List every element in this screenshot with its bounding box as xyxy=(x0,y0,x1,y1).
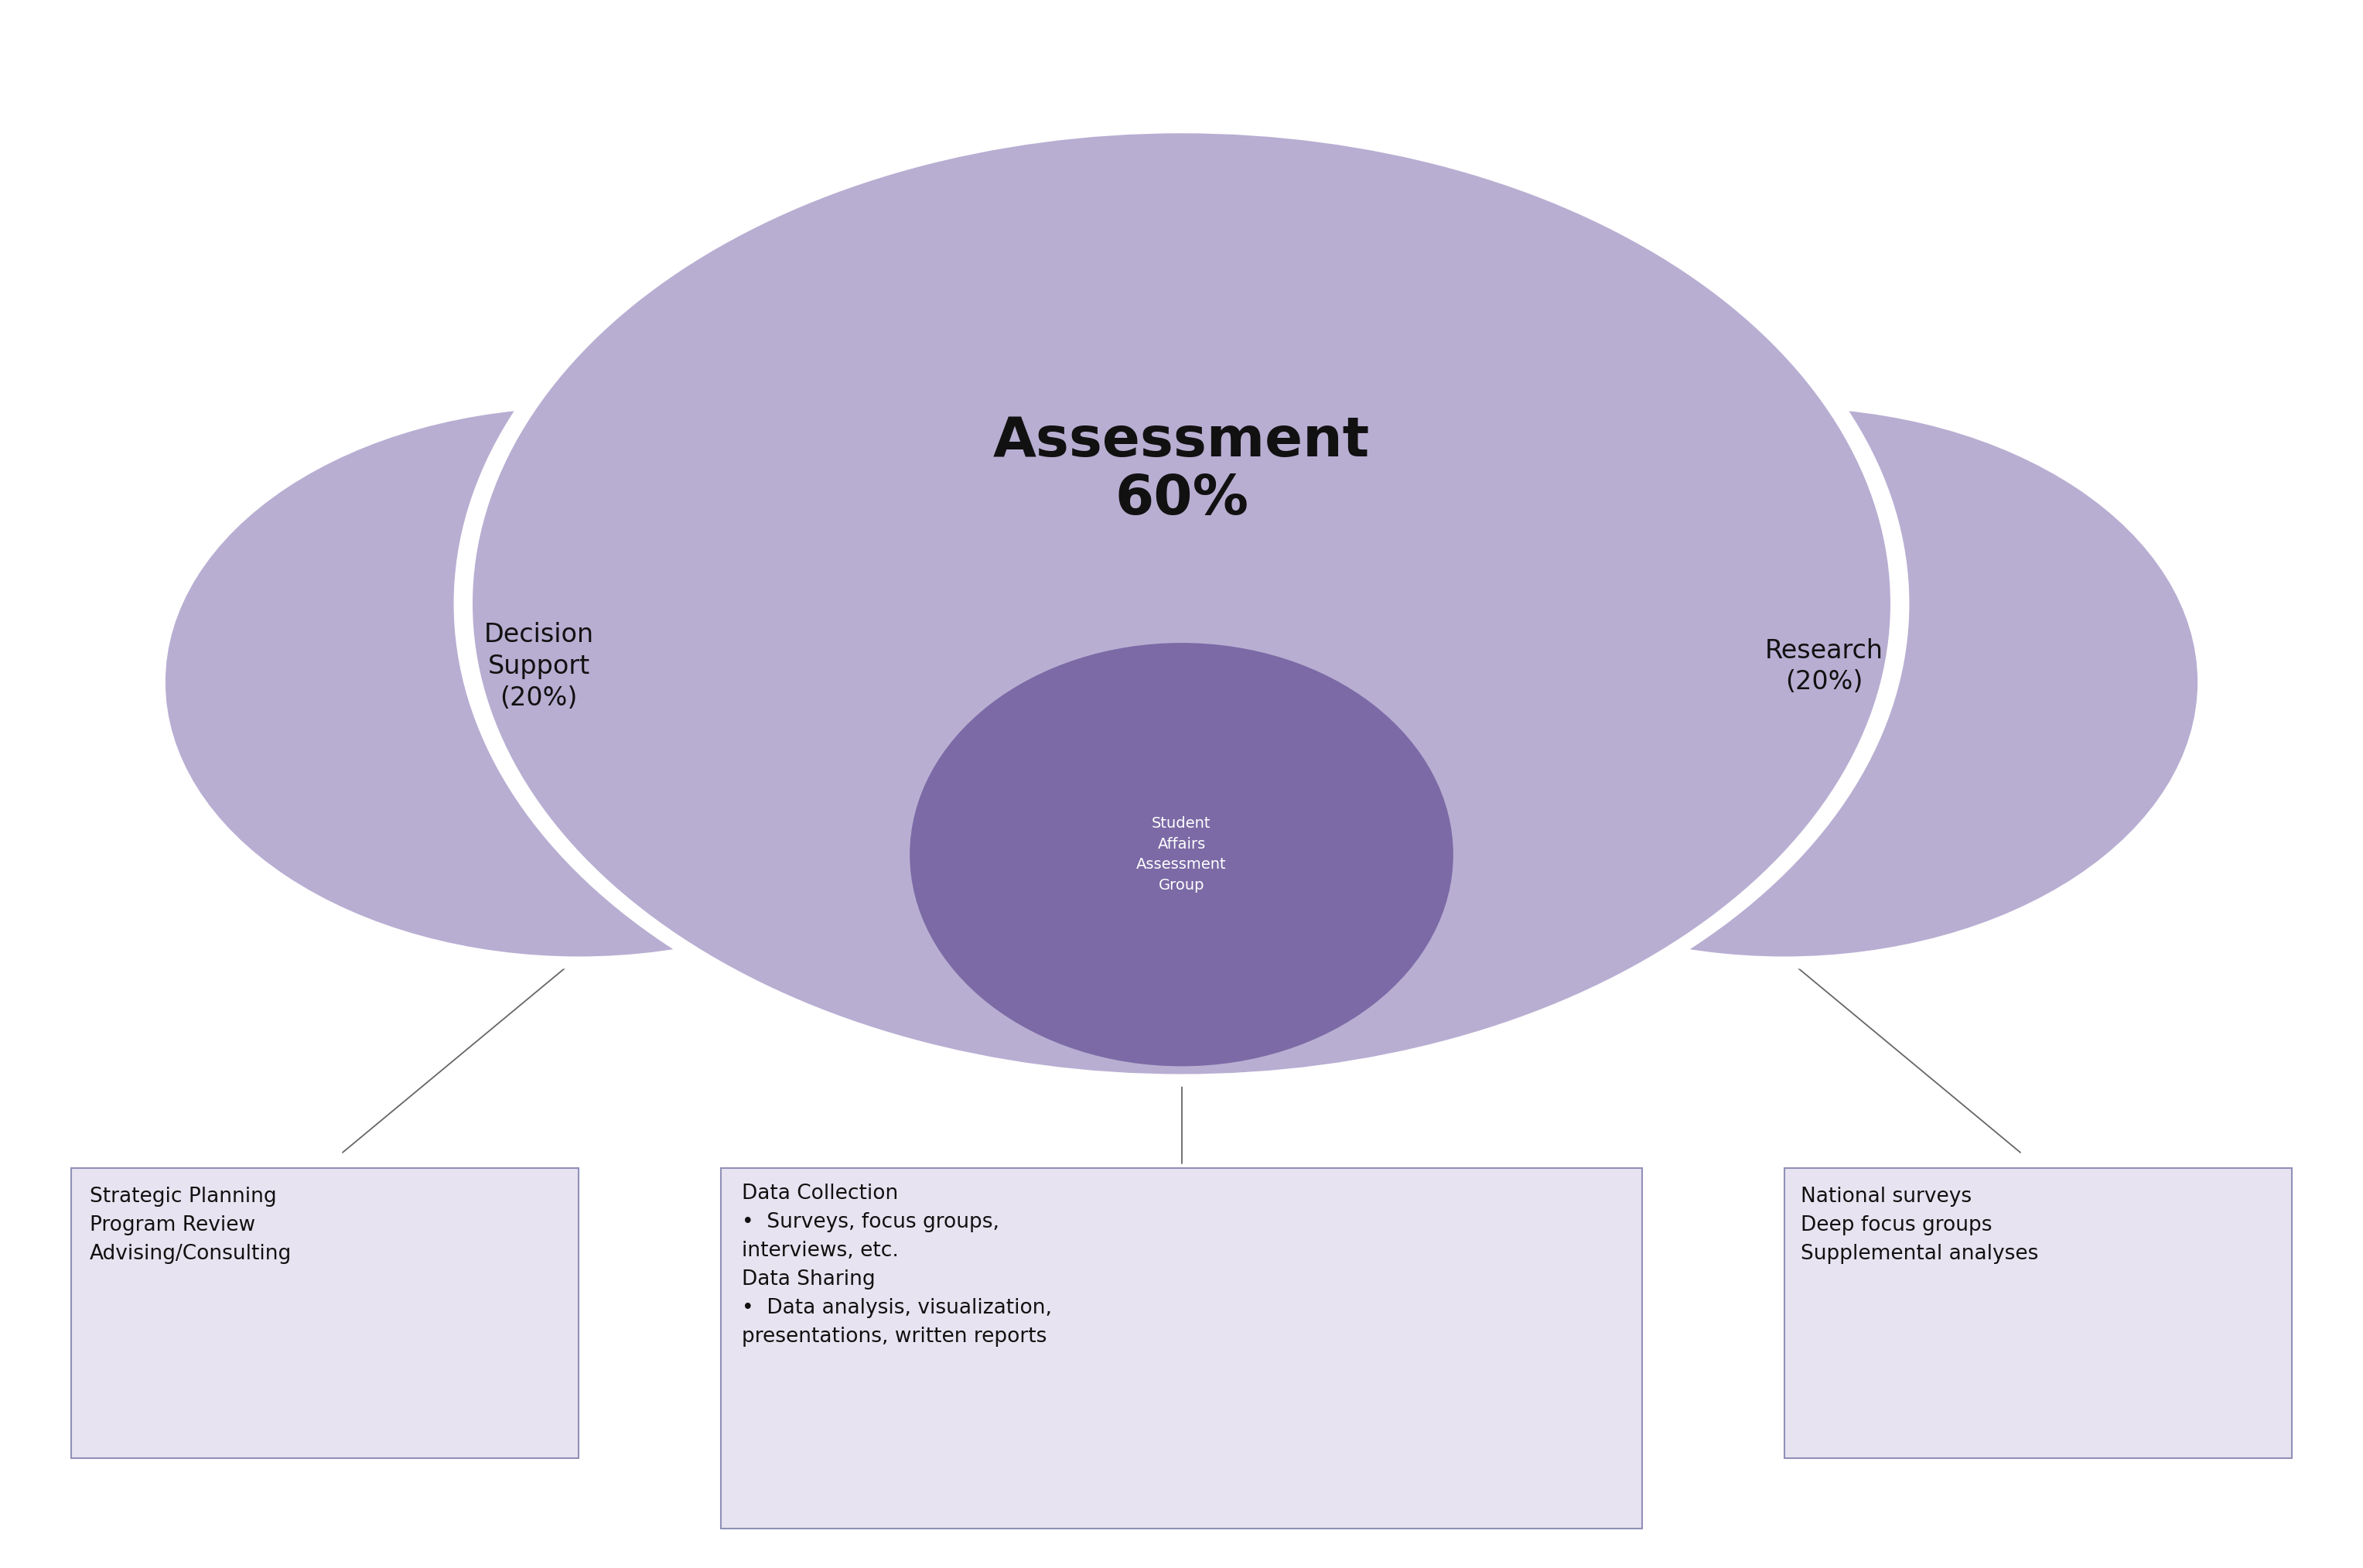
FancyBboxPatch shape xyxy=(1784,1168,2292,1458)
FancyBboxPatch shape xyxy=(721,1168,1642,1529)
Circle shape xyxy=(147,395,1011,969)
Text: Strategic Planning
Program Review
Advising/Consulting: Strategic Planning Program Review Advisi… xyxy=(90,1187,293,1264)
Circle shape xyxy=(165,408,992,956)
Ellipse shape xyxy=(910,643,1453,1066)
Text: National surveys
Deep focus groups
Supplemental analyses: National surveys Deep focus groups Suppl… xyxy=(1801,1187,2039,1264)
Circle shape xyxy=(1371,408,2198,956)
FancyBboxPatch shape xyxy=(71,1168,579,1458)
Text: Data Collection
•  Surveys, focus groups,
interviews, etc.
Data Sharing
•  Data : Data Collection • Surveys, focus groups,… xyxy=(742,1184,1052,1347)
Circle shape xyxy=(473,133,1890,1074)
Text: Student
Affairs
Assessment
Group: Student Affairs Assessment Group xyxy=(1137,817,1226,892)
Text: Assessment
60%: Assessment 60% xyxy=(992,416,1371,525)
Circle shape xyxy=(454,121,1909,1087)
Text: Decision
Support
(20%): Decision Support (20%) xyxy=(484,622,593,710)
Circle shape xyxy=(1352,395,2216,969)
Text: Research
(20%): Research (20%) xyxy=(1765,638,1883,695)
